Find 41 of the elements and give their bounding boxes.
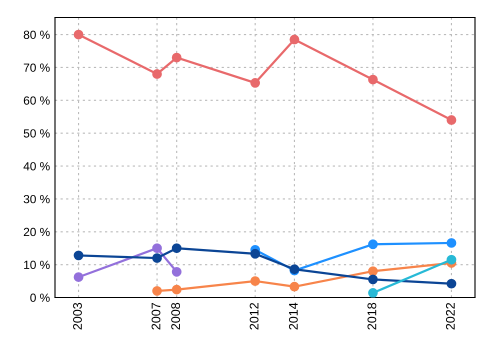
y-tick-label: 20 %	[24, 228, 50, 236]
y-tick-label: 50 %	[24, 129, 50, 138]
x-tick-label: 2008	[171, 302, 180, 330]
point	[152, 253, 162, 263]
x-tick-label: 2022	[446, 302, 455, 330]
point	[290, 34, 300, 44]
point	[74, 250, 84, 260]
point	[172, 243, 182, 254]
y-tick-label: 10 %	[24, 260, 50, 270]
x-tick-label: 2007	[152, 302, 160, 330]
point	[152, 69, 162, 79]
point	[74, 272, 84, 282]
point	[446, 278, 456, 289]
point	[368, 239, 378, 250]
point	[290, 282, 300, 292]
point	[172, 284, 182, 294]
point	[446, 238, 456, 248]
y-tick-label: 30 %	[24, 194, 50, 204]
y-tick-label: 70 %	[24, 63, 50, 72]
point	[74, 30, 84, 40]
point	[172, 52, 182, 62]
point	[250, 78, 260, 88]
point	[368, 266, 378, 276]
point	[368, 274, 378, 284]
y-tick-label: 0 %	[30, 294, 50, 302]
point	[152, 286, 162, 296]
y-tick-label: 60 %	[24, 96, 50, 105]
point	[172, 267, 182, 277]
point	[368, 288, 378, 298]
x-tick-label: 2012	[250, 302, 259, 330]
x-tick-label: 2018	[367, 302, 376, 330]
point	[152, 243, 162, 254]
point	[250, 248, 260, 259]
point	[368, 74, 378, 84]
x-tick-label: 2003	[73, 302, 82, 330]
y-tick-label: 40 %	[24, 162, 50, 170]
point	[446, 254, 456, 265]
x-tick-label: 2014	[288, 302, 298, 330]
point	[446, 115, 456, 125]
point	[250, 276, 260, 286]
y-tick-label: 80 %	[24, 30, 50, 39]
